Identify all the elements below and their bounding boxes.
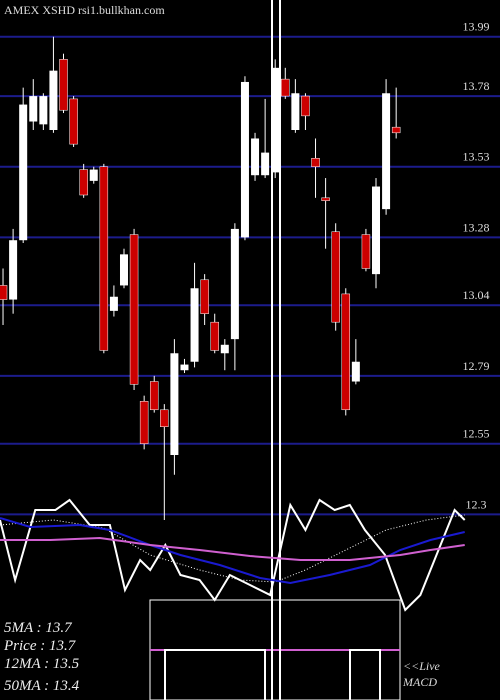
candle-body: [382, 93, 391, 210]
candle-body: [200, 279, 209, 314]
live-label: <<Live: [403, 659, 441, 673]
candle-body: [0, 285, 8, 300]
candle-body: [9, 240, 18, 300]
candle-body: [261, 152, 270, 176]
y-tick-label: 12.55: [463, 427, 490, 441]
candle-body: [361, 234, 371, 269]
candle-body: [351, 361, 360, 382]
candle-body: [49, 70, 58, 130]
candle-body: [29, 96, 38, 122]
candle-body: [160, 409, 169, 427]
macd-label: MACD: [402, 675, 437, 689]
stat: 5MA : 13.7: [4, 620, 73, 636]
candle-body: [220, 344, 229, 354]
candle-body: [170, 353, 179, 455]
y-tick-label: 12.3: [466, 497, 487, 511]
y-tick-label: 13.04: [463, 288, 490, 302]
candle-body: [69, 98, 78, 145]
candle-body: [311, 158, 320, 167]
candle-body: [19, 104, 28, 241]
candle-body: [59, 59, 68, 111]
candle-body: [321, 197, 330, 201]
indicator-line: [0, 498, 466, 612]
candle-body: [391, 126, 401, 134]
candle-body: [129, 234, 139, 385]
stat: Price : 13.7: [3, 638, 77, 654]
y-tick-label: 13.53: [463, 150, 490, 164]
candle-body: [190, 288, 199, 362]
y-tick-label: 12.79: [463, 359, 490, 373]
candle-body: [79, 169, 88, 196]
candle-body: [251, 138, 260, 176]
indicator-line: [0, 517, 465, 585]
candle-body: [99, 166, 109, 351]
candle-body: [281, 78, 290, 97]
candle-body: [139, 401, 149, 444]
indicator-line: [0, 536, 465, 561]
candle-body: [109, 296, 118, 311]
stat: 50MA : 13.4: [4, 678, 80, 694]
candle-body: [230, 228, 239, 340]
y-tick-label: 13.99: [463, 20, 490, 34]
candle-body: [210, 321, 219, 351]
candle-body: [341, 293, 351, 411]
candle-body: [271, 67, 280, 173]
candle-body: [149, 381, 159, 411]
candle-body: [331, 231, 340, 323]
candle-body: [39, 96, 48, 125]
candle-body: [291, 93, 300, 130]
candle-body: [301, 95, 310, 117]
candle-body: [240, 81, 249, 238]
candle-body: [180, 364, 189, 371]
candle-body: [119, 254, 128, 286]
y-tick-label: 13.78: [463, 79, 490, 93]
chart-title: AMEX XSHD rsi1.bullkhan.com: [4, 3, 165, 17]
candle-body: [372, 186, 381, 275]
y-tick-label: 13.28: [463, 220, 490, 234]
macd-bar: [349, 649, 381, 700]
candle-body: [89, 169, 98, 181]
macd-bar: [164, 649, 266, 700]
stat: 12MA : 13.5: [4, 656, 80, 672]
